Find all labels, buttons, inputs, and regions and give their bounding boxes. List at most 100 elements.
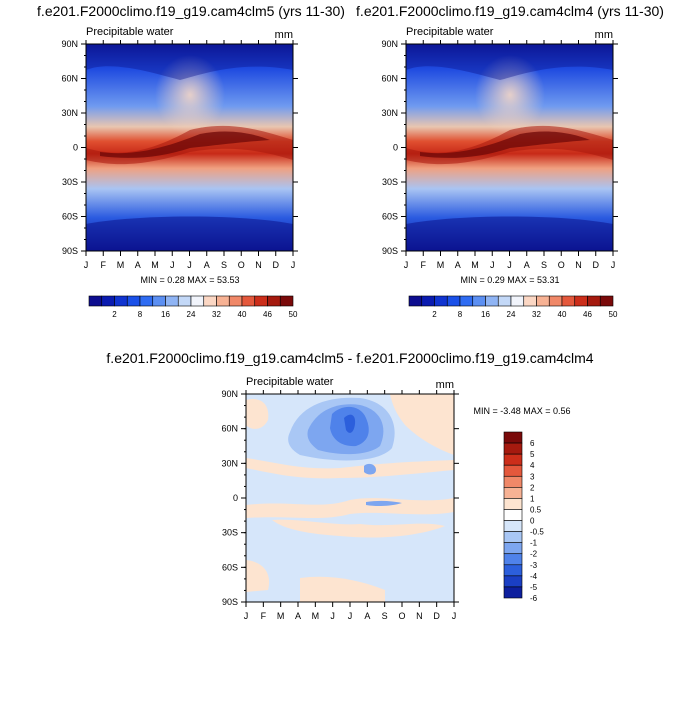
colorbar: 2 8 16 24 32 40 46 50 xyxy=(408,295,618,319)
colorbar-swatch xyxy=(126,295,141,307)
contour-field xyxy=(246,394,454,602)
units-label: mm xyxy=(436,379,454,391)
x-tick-label: J xyxy=(187,260,192,270)
y-axis: 90S 60S 30S 0 30N 60N 90N xyxy=(381,39,618,256)
units-label: mm xyxy=(595,29,613,41)
colorbar-swatch xyxy=(503,575,523,588)
y-tick-label: 90S xyxy=(382,246,398,256)
x-tick-label: A xyxy=(364,611,370,621)
colorbar-label: 4 xyxy=(530,461,535,470)
colorbar-label: 2 xyxy=(112,310,117,319)
colorbar-swatch xyxy=(503,475,523,488)
x-tick-label: J xyxy=(244,611,249,621)
y-axis: 90S 60S 30S 0 30N 60N 90N xyxy=(61,39,298,256)
x-tick-label: O xyxy=(558,260,565,270)
colorbar-swatch xyxy=(497,295,512,307)
contour-field xyxy=(406,44,613,251)
panel-clm4: f.e201.F2000climo.f19_g19.cam4clm4 (yrs … xyxy=(356,3,664,319)
y-tick-label: 90N xyxy=(61,39,78,49)
y-tick-label: 30S xyxy=(222,528,238,538)
colorbar-swatch xyxy=(523,295,537,307)
colorbar-label: -4 xyxy=(530,572,538,581)
panel-clm5: f.e201.F2000climo.f19_g19.cam4clm5 (yrs … xyxy=(37,3,345,319)
colorbar-swatch xyxy=(485,295,499,307)
colorbar-label: 2 xyxy=(432,310,437,319)
y-tick-label: 90N xyxy=(221,389,238,399)
y-tick-label: 0 xyxy=(233,493,238,503)
x-tick-label: M xyxy=(471,260,479,270)
variable-label: Precipitable water xyxy=(246,376,334,388)
x-tick-label: A xyxy=(295,611,301,621)
y-tick-label: 90N xyxy=(381,39,398,49)
units-label: mm xyxy=(275,29,293,41)
colorbar-swatch xyxy=(152,295,166,307)
y-tick-label: 60S xyxy=(222,562,238,572)
colorbar-swatch xyxy=(587,295,601,307)
x-tick-label: J xyxy=(452,611,457,621)
colorbar-swatch xyxy=(408,295,423,307)
colorbar-swatch xyxy=(101,295,115,307)
colorbar-swatch xyxy=(503,531,523,543)
x-tick-label: S xyxy=(221,260,227,270)
x-tick-label: M xyxy=(312,611,320,621)
colorbar-label: 3 xyxy=(530,472,535,481)
x-tick-label: F xyxy=(101,260,107,270)
colorbar-swatch xyxy=(459,295,474,307)
y-tick-label: 30N xyxy=(381,108,398,118)
x-tick-label: F xyxy=(421,260,427,270)
panel-title: f.e201.F2000climo.f19_g19.cam4clm5 - f.e… xyxy=(106,350,593,366)
y-tick-label: 30N xyxy=(221,458,238,468)
colorbar-swatch xyxy=(503,520,523,532)
colorbar-swatch xyxy=(267,295,281,307)
colorbar-swatch xyxy=(503,431,523,444)
colorbar-swatch xyxy=(254,295,268,307)
y-tick-label: 90S xyxy=(222,597,238,607)
colorbar-label: 46 xyxy=(263,310,272,319)
colorbar-swatch xyxy=(503,464,523,477)
panel-difference: f.e201.F2000climo.f19_g19.cam4clm5 - f.e… xyxy=(106,350,593,621)
colorbar-label: 24 xyxy=(507,310,516,319)
colorbar-label: 0 xyxy=(530,517,535,526)
colorbar-label: 32 xyxy=(532,310,541,319)
variable-label: Precipitable water xyxy=(86,26,174,38)
colorbar-label: -3 xyxy=(530,561,538,570)
min-max-readout: MIN = 0.29 MAX = 53.31 xyxy=(460,275,559,285)
x-tick-label: A xyxy=(524,260,530,270)
x-tick-label: J xyxy=(404,260,409,270)
colorbar-swatch xyxy=(434,295,448,307)
y-tick-label: 60N xyxy=(381,74,398,84)
colorbar-swatch xyxy=(446,295,461,307)
x-tick-label: A xyxy=(204,260,210,270)
x-tick-label: A xyxy=(135,260,141,270)
colorbar-label: 50 xyxy=(289,310,298,319)
x-tick-label: J xyxy=(330,611,335,621)
y-tick-label: 90S xyxy=(62,246,78,256)
colorbar-swatch xyxy=(503,564,523,577)
y-tick-label: 60S xyxy=(62,212,78,222)
colorbar-swatch xyxy=(503,442,523,455)
y-axis: 90S 60S 30S 0 30N 60N 90N xyxy=(221,389,459,607)
colorbar-swatch xyxy=(114,295,128,307)
x-tick-label: N xyxy=(575,260,582,270)
x-tick-label: J xyxy=(170,260,175,270)
colorbar-swatch xyxy=(241,295,256,307)
x-tick-label: D xyxy=(273,260,280,270)
colorbar-label: 50 xyxy=(609,310,618,319)
colorbar-swatch xyxy=(503,553,523,566)
colorbar-label: 16 xyxy=(161,310,170,319)
x-tick-label: J xyxy=(84,260,89,270)
x-tick-label: N xyxy=(255,260,262,270)
colorbar-label: 8 xyxy=(458,310,463,319)
x-tick-label: D xyxy=(593,260,600,270)
x-tick-label: O xyxy=(238,260,245,270)
y-tick-label: 30S xyxy=(382,177,398,187)
x-tick-label: N xyxy=(416,611,423,621)
x-tick-label: J xyxy=(507,260,512,270)
min-max-readout: MIN = 0.28 MAX = 53.53 xyxy=(140,275,239,285)
colorbar-swatch xyxy=(228,295,243,307)
variable-label: Precipitable water xyxy=(406,26,494,38)
